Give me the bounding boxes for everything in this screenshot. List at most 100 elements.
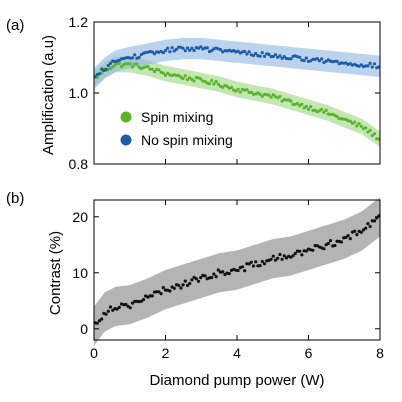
data-point bbox=[251, 264, 256, 268]
data-point bbox=[254, 51, 258, 56]
data-point bbox=[108, 305, 113, 309]
y-tick-label: 20 bbox=[72, 209, 88, 225]
data-point bbox=[146, 65, 150, 69]
data-point bbox=[111, 65, 115, 69]
data-point bbox=[216, 268, 220, 272]
data-point bbox=[251, 54, 256, 58]
data-point bbox=[177, 283, 181, 287]
data-point bbox=[185, 77, 190, 82]
data-point bbox=[278, 54, 282, 58]
data-point bbox=[159, 292, 163, 296]
data-point bbox=[183, 279, 187, 283]
data-point bbox=[133, 53, 137, 57]
data-point bbox=[161, 71, 165, 75]
data-point bbox=[335, 59, 339, 63]
x-tick-label: 2 bbox=[162, 345, 170, 361]
data-point bbox=[317, 59, 322, 63]
data-point bbox=[106, 63, 110, 68]
data-point bbox=[346, 234, 350, 238]
data-point bbox=[161, 51, 165, 55]
data-point bbox=[199, 45, 203, 49]
data-point bbox=[137, 55, 141, 60]
data-point bbox=[260, 94, 264, 98]
data-point bbox=[183, 49, 187, 53]
data-point bbox=[333, 59, 337, 63]
data-point bbox=[135, 62, 139, 66]
data-point bbox=[293, 251, 297, 256]
data-point bbox=[203, 79, 207, 84]
data-point bbox=[368, 128, 372, 132]
data-point bbox=[240, 265, 245, 269]
data-point bbox=[181, 46, 185, 50]
data-point bbox=[295, 101, 300, 106]
data-point bbox=[344, 235, 348, 239]
data-point bbox=[320, 107, 324, 111]
data-point bbox=[141, 298, 146, 302]
data-point bbox=[192, 79, 196, 83]
data-point bbox=[216, 82, 220, 86]
data-point bbox=[196, 279, 201, 283]
data-point bbox=[364, 126, 368, 130]
data-point bbox=[117, 61, 121, 65]
data-point bbox=[177, 73, 181, 77]
data-point bbox=[124, 302, 128, 307]
data-point bbox=[188, 76, 192, 80]
data-point bbox=[117, 58, 121, 63]
y-tick-label: 10 bbox=[72, 265, 88, 281]
x-tick-label: 8 bbox=[376, 345, 384, 361]
data-point bbox=[370, 65, 374, 69]
data-point bbox=[333, 243, 337, 248]
data-point bbox=[282, 254, 286, 258]
data-point bbox=[276, 256, 280, 260]
data-point bbox=[161, 286, 165, 290]
data-point bbox=[372, 219, 377, 223]
data-point bbox=[302, 59, 306, 63]
data-point bbox=[355, 233, 359, 237]
data-point bbox=[320, 57, 324, 61]
legend-label-spin-mixing: Spin mixing bbox=[141, 109, 213, 125]
legend-marker-spin-mixing bbox=[120, 111, 132, 123]
data-point bbox=[315, 57, 319, 61]
data-point bbox=[337, 117, 341, 121]
data-point bbox=[280, 99, 284, 103]
data-point bbox=[190, 278, 194, 282]
data-point bbox=[168, 50, 172, 54]
data-point bbox=[269, 257, 273, 261]
data-point bbox=[130, 56, 135, 60]
data-point bbox=[128, 62, 132, 66]
data-point bbox=[361, 228, 366, 232]
data-point bbox=[234, 89, 238, 93]
data-point bbox=[357, 122, 361, 126]
data-point bbox=[300, 253, 304, 257]
data-point bbox=[157, 290, 161, 294]
data-point bbox=[370, 133, 374, 138]
data-point bbox=[148, 294, 152, 298]
data-point bbox=[130, 65, 135, 69]
data-point bbox=[249, 260, 253, 264]
data-point bbox=[273, 53, 278, 57]
data-point bbox=[185, 46, 190, 50]
data-point bbox=[212, 82, 216, 86]
data-point bbox=[236, 49, 240, 53]
data-point bbox=[322, 110, 326, 114]
data-point bbox=[328, 239, 333, 243]
data-point bbox=[214, 275, 218, 279]
data-point bbox=[104, 312, 108, 316]
data-point bbox=[306, 107, 311, 111]
data-point bbox=[172, 49, 176, 53]
data-point bbox=[280, 56, 284, 61]
data-point bbox=[372, 62, 377, 66]
data-point bbox=[150, 294, 154, 298]
y-tick-label: 0 bbox=[80, 321, 88, 337]
data-point bbox=[111, 308, 115, 312]
data-point bbox=[150, 67, 154, 71]
data-point bbox=[353, 229, 357, 233]
data-point bbox=[108, 61, 113, 65]
data-point bbox=[267, 93, 271, 97]
data-point bbox=[194, 277, 198, 281]
data-point bbox=[188, 281, 192, 286]
data-point bbox=[302, 106, 306, 110]
data-point bbox=[210, 79, 214, 83]
data-point bbox=[150, 50, 154, 54]
data-point bbox=[309, 105, 313, 109]
